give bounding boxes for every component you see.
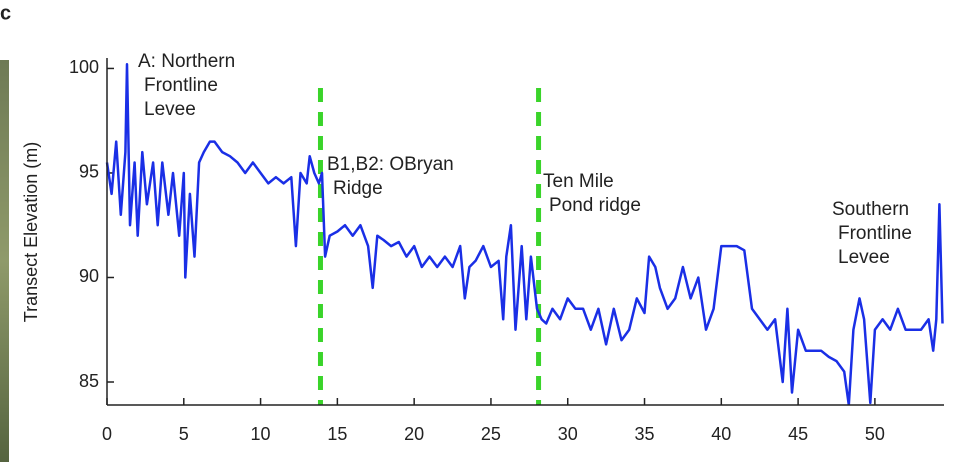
image-strip bbox=[0, 60, 9, 462]
x-tick-label: 45 bbox=[788, 424, 808, 444]
elevation-line bbox=[105, 63, 944, 405]
x-tick-label: 15 bbox=[327, 424, 347, 444]
annotation: Ten Mile bbox=[543, 171, 614, 192]
x-tick-label: 40 bbox=[711, 424, 731, 444]
x-tick-label: 50 bbox=[865, 424, 885, 444]
panel-label: c bbox=[0, 2, 11, 24]
annotation: B1,B2: OBryan bbox=[327, 154, 454, 175]
x-tick-label: 25 bbox=[481, 424, 501, 444]
y-tick-label: 100 bbox=[69, 57, 99, 77]
y-tick-label: 90 bbox=[79, 266, 99, 286]
y-tick-label: 85 bbox=[79, 371, 99, 391]
x-tick-label: 10 bbox=[251, 424, 271, 444]
x-tick-label: 30 bbox=[558, 424, 578, 444]
annotation: Levee bbox=[144, 99, 196, 120]
y-axis-label: Transect Elevation (m) bbox=[21, 142, 41, 322]
x-tick-label: 20 bbox=[404, 424, 424, 444]
annotation: Frontline bbox=[838, 223, 912, 244]
y-tick-label: 95 bbox=[79, 162, 99, 182]
annotation: Ridge bbox=[333, 178, 383, 199]
annotation: Frontline bbox=[144, 75, 218, 96]
annotation: Levee bbox=[838, 247, 890, 268]
x-tick-label: 35 bbox=[635, 424, 655, 444]
annotation: Pond ridge bbox=[549, 195, 641, 216]
annotation: A: Northern bbox=[138, 51, 235, 72]
x-tick-label: 0 bbox=[102, 424, 112, 444]
annotation: Southern bbox=[832, 199, 909, 220]
x-tick-label: 5 bbox=[179, 424, 189, 444]
